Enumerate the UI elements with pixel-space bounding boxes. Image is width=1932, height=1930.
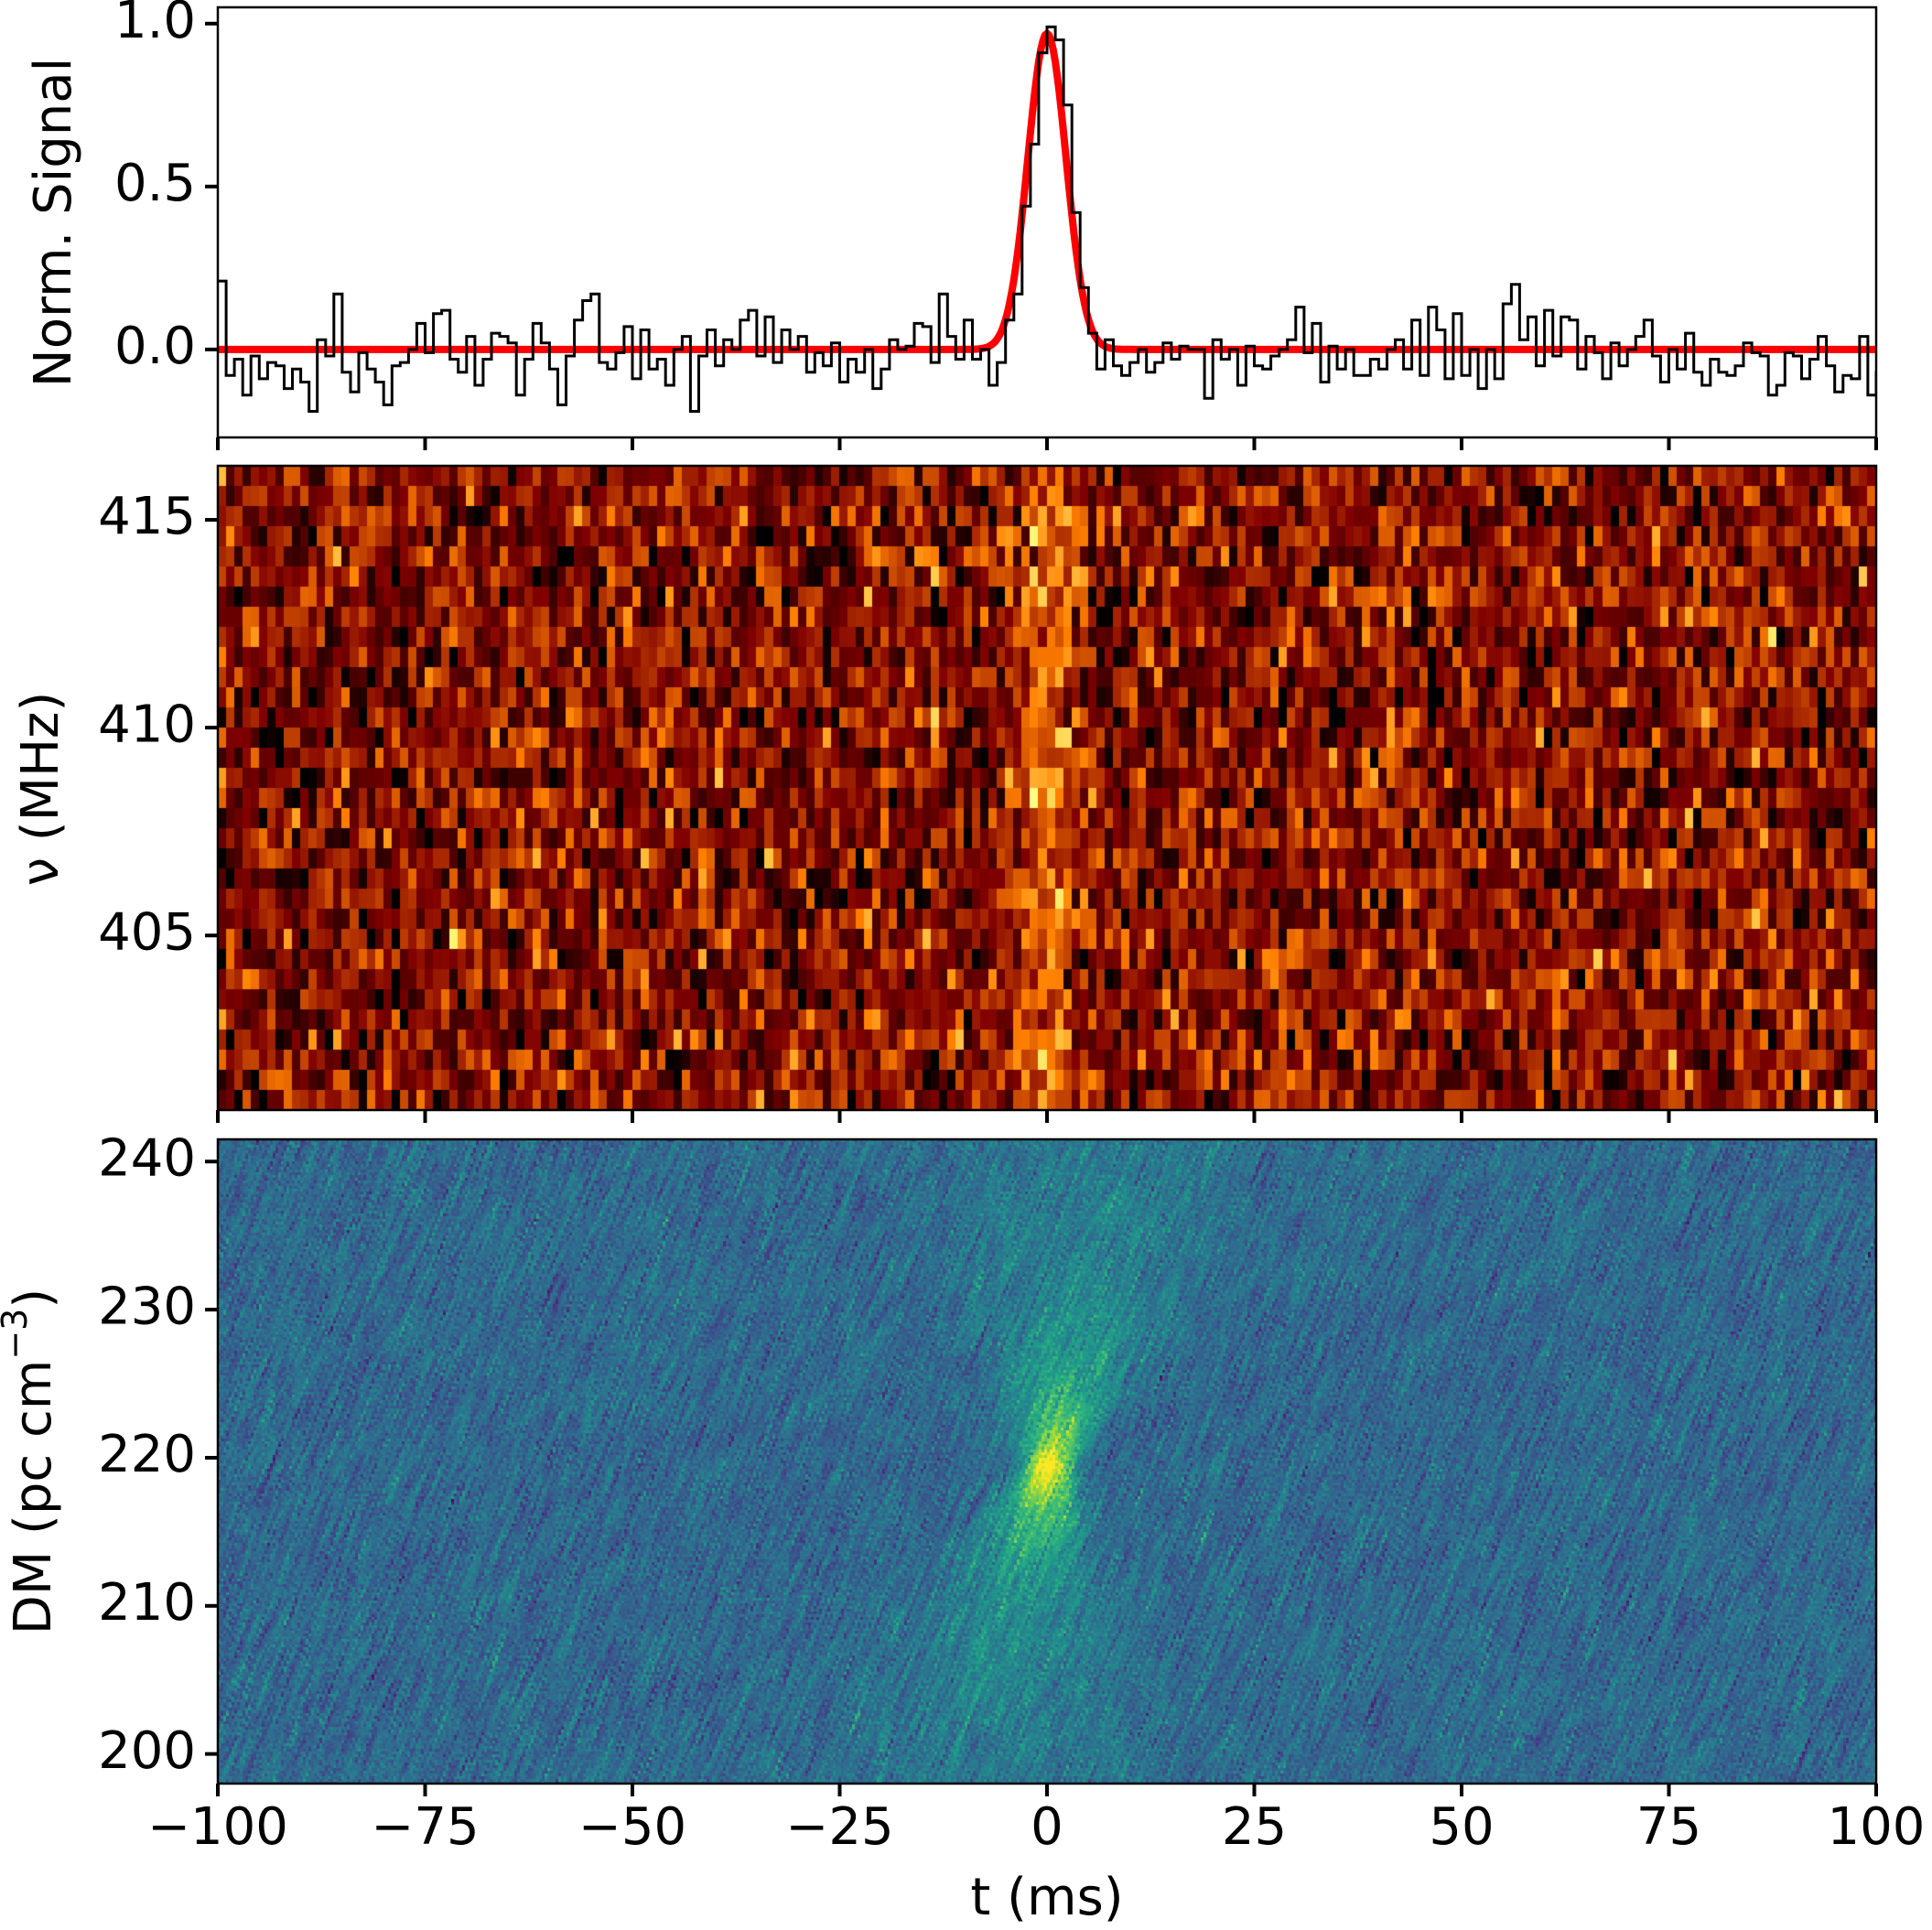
dm-xtick-label: −50 — [578, 1797, 686, 1857]
dm-y-axis-label: DM (pc cm−3) — [0, 1288, 63, 1634]
profile-ytick-label: 0.0 — [114, 317, 196, 376]
dm-xtick-label: 50 — [1429, 1797, 1494, 1857]
profile-y-axis-label: Norm. Signal — [24, 58, 83, 387]
dynamic-spectrum-panel: 405 410 415 ν (MHz) — [11, 466, 1876, 1123]
profile-ytick-label: 0.5 — [114, 154, 196, 213]
spectrum-ytick-label: 410 — [98, 695, 196, 754]
spectrum-ytick-label: 415 — [98, 487, 196, 546]
dm-y-axis: 200 210 220 230 240 — [98, 1128, 218, 1780]
dm-x-axis: −100 −75 −50 −25 0 25 50 75 100 — [147, 1784, 1925, 1857]
profile-panel: 0.0 0.5 1.0 Norm. Signal — [24, 0, 1917, 450]
dm-x-axis-label: t (ms) — [970, 1868, 1123, 1927]
dm-ytick-label: 210 — [98, 1573, 196, 1633]
profile-ytick-label: 1.0 — [114, 0, 196, 50]
dm-y-axis-label-main: DM (pc cm — [4, 1360, 63, 1635]
spectrum-x-ticks — [218, 1110, 1876, 1123]
dm-y-axis-label-exponent: −3 — [0, 1309, 35, 1360]
dm-xtick-label: 100 — [1828, 1797, 1926, 1857]
dm-time-heatmap — [218, 1139, 1876, 1784]
dm-y-axis-label-close: ) — [4, 1288, 63, 1309]
dm-ytick-label: 240 — [98, 1128, 196, 1188]
dm-ytick-label: 220 — [98, 1425, 196, 1484]
dm-ytick-label: 200 — [98, 1721, 196, 1781]
dm-xtick-label: −25 — [785, 1797, 893, 1857]
spectrum-y-axis: 405 410 415 — [98, 487, 218, 962]
profile-y-axis: 0.0 0.5 1.0 — [114, 0, 218, 376]
dm-xtick-label: −100 — [147, 1797, 288, 1857]
dm-xtick-label: 25 — [1222, 1797, 1287, 1857]
spectrum-y-axis-label: ν (MHz) — [11, 692, 70, 887]
dm-xtick-label: 75 — [1636, 1797, 1701, 1857]
spectrum-ytick-label: 405 — [98, 902, 196, 962]
profile-x-ticks — [218, 437, 1876, 450]
dynamic-spectrum-heatmap — [218, 466, 1876, 1110]
dm-ytick-label: 230 — [98, 1277, 196, 1336]
dm-xtick-label: −75 — [371, 1797, 479, 1857]
dm-xtick-label: 0 — [1031, 1797, 1063, 1857]
